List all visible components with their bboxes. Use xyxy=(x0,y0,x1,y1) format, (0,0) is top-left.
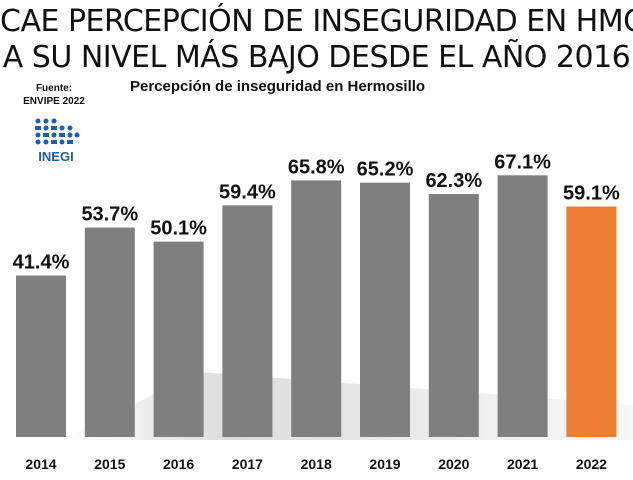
value-label-2022: 59.1% xyxy=(563,183,620,205)
headline-line-1: CAE PERCEPCIÓN DE INSEGURIDAD EN HMO xyxy=(0,4,633,39)
year-labels-group: 2014 2015 2016 2017 2018 2019 2020 2021 2022 xyxy=(25,456,607,472)
value-label-2015: 53.7% xyxy=(81,204,138,226)
value-label-2018: 65.8% xyxy=(288,156,345,178)
bar-2017 xyxy=(222,205,273,437)
inegi-logo-icon: INEGI xyxy=(35,118,80,164)
bar-2020 xyxy=(428,194,479,437)
year-label-2021: 2021 xyxy=(507,456,538,472)
source-name: ENVIPE 2022 xyxy=(23,96,85,107)
year-label-2017: 2017 xyxy=(232,456,263,472)
bar-2018 xyxy=(291,180,342,437)
chart-title: Percepción de inseguridad en Hermosillo xyxy=(130,78,426,95)
bar-2015 xyxy=(84,227,135,437)
headline-line-2: A SU NIVEL MÁS BAJO DESDE EL AÑO 2016 xyxy=(2,40,631,75)
year-label-2015: 2015 xyxy=(94,456,125,472)
bar-2022 xyxy=(566,206,617,437)
value-label-2020: 62.3% xyxy=(425,170,482,192)
value-label-2014: 41.4% xyxy=(13,252,70,274)
source-label: Fuente: xyxy=(35,83,73,94)
bar-2021 xyxy=(497,175,548,437)
bar-2016 xyxy=(153,241,204,437)
year-label-2019: 2019 xyxy=(369,456,400,472)
year-label-2018: 2018 xyxy=(301,456,332,472)
source-note: Fuente: ENVIPE 2022 xyxy=(14,82,94,108)
headline: CAE PERCEPCIÓN DE INSEGURIDAD EN HMO A S… xyxy=(0,4,633,76)
value-label-2016: 50.1% xyxy=(150,218,207,240)
bar-2019 xyxy=(360,182,410,437)
year-label-2016: 2016 xyxy=(163,456,194,472)
bar-2014 xyxy=(16,275,66,437)
year-label-2022: 2022 xyxy=(576,456,607,472)
bars-group xyxy=(16,175,617,437)
value-label-2021: 67.1% xyxy=(494,151,551,173)
value-label-2017: 59.4% xyxy=(219,181,276,203)
year-label-2020: 2020 xyxy=(438,456,469,472)
value-labels-group: 41.4% 53.7% 50.1% 59.4% 65.8% 65.2% 62.3% 67.1%… xyxy=(13,151,620,273)
value-label-2019: 65.2% xyxy=(357,159,414,181)
inegi-logo-text: INEGI xyxy=(38,149,73,164)
year-label-2014: 2014 xyxy=(25,456,56,472)
